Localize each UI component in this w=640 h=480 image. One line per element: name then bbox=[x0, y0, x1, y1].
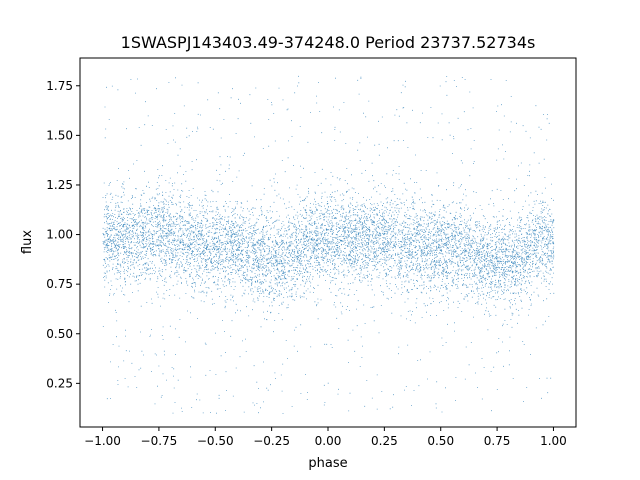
x-tick-label: 0.25 bbox=[371, 434, 398, 448]
x-tick-label: 0.75 bbox=[484, 434, 511, 448]
y-tick-label: 0.25 bbox=[46, 376, 73, 390]
x-tick-label: −0.50 bbox=[197, 434, 234, 448]
y-tick-label: 1.75 bbox=[46, 79, 73, 93]
y-axis-label: flux bbox=[20, 230, 35, 254]
y-tick-label: 1.25 bbox=[46, 178, 73, 192]
y-tick-label: 1.00 bbox=[46, 228, 73, 242]
plot-frame bbox=[79, 57, 577, 428]
x-tick-label: −0.25 bbox=[253, 434, 290, 448]
data-points bbox=[102, 75, 555, 414]
x-tick-label: −0.75 bbox=[141, 434, 178, 448]
x-tick-label: −1.00 bbox=[84, 434, 121, 448]
scatter-point-cloud bbox=[102, 75, 555, 414]
x-axis: −1.00 −0.75 −0.50 −0.25 0.00 0.25 0.50 0.75 1.00 bbox=[84, 427, 567, 448]
x-tick-label: 0.00 bbox=[315, 434, 342, 448]
y-tick-label: 1.50 bbox=[46, 128, 73, 142]
x-tick-label: 0.50 bbox=[427, 434, 454, 448]
x-axis-label: phase bbox=[308, 456, 347, 471]
x-tick-label: 1.00 bbox=[540, 434, 567, 448]
y-tick-label: 0.50 bbox=[46, 327, 73, 341]
y-axis: 0.25 0.50 0.75 1.00 1.25 1.50 1.75 bbox=[46, 79, 80, 390]
y-tick-label: 0.75 bbox=[46, 277, 73, 291]
chart-title: 1SWASPJ143403.49-374248.0 Period 23737.5… bbox=[121, 33, 536, 52]
